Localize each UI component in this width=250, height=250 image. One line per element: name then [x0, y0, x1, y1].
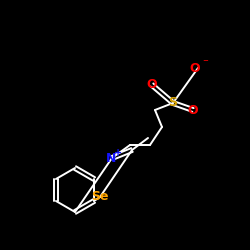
- Text: O: O: [147, 78, 157, 92]
- Text: S: S: [168, 96, 177, 110]
- Text: Se: Se: [91, 190, 109, 203]
- Text: O: O: [188, 104, 198, 117]
- Text: N: N: [106, 152, 116, 164]
- Text: +: +: [114, 148, 122, 158]
- Text: ⁻: ⁻: [202, 58, 208, 68]
- Text: O: O: [190, 62, 200, 74]
